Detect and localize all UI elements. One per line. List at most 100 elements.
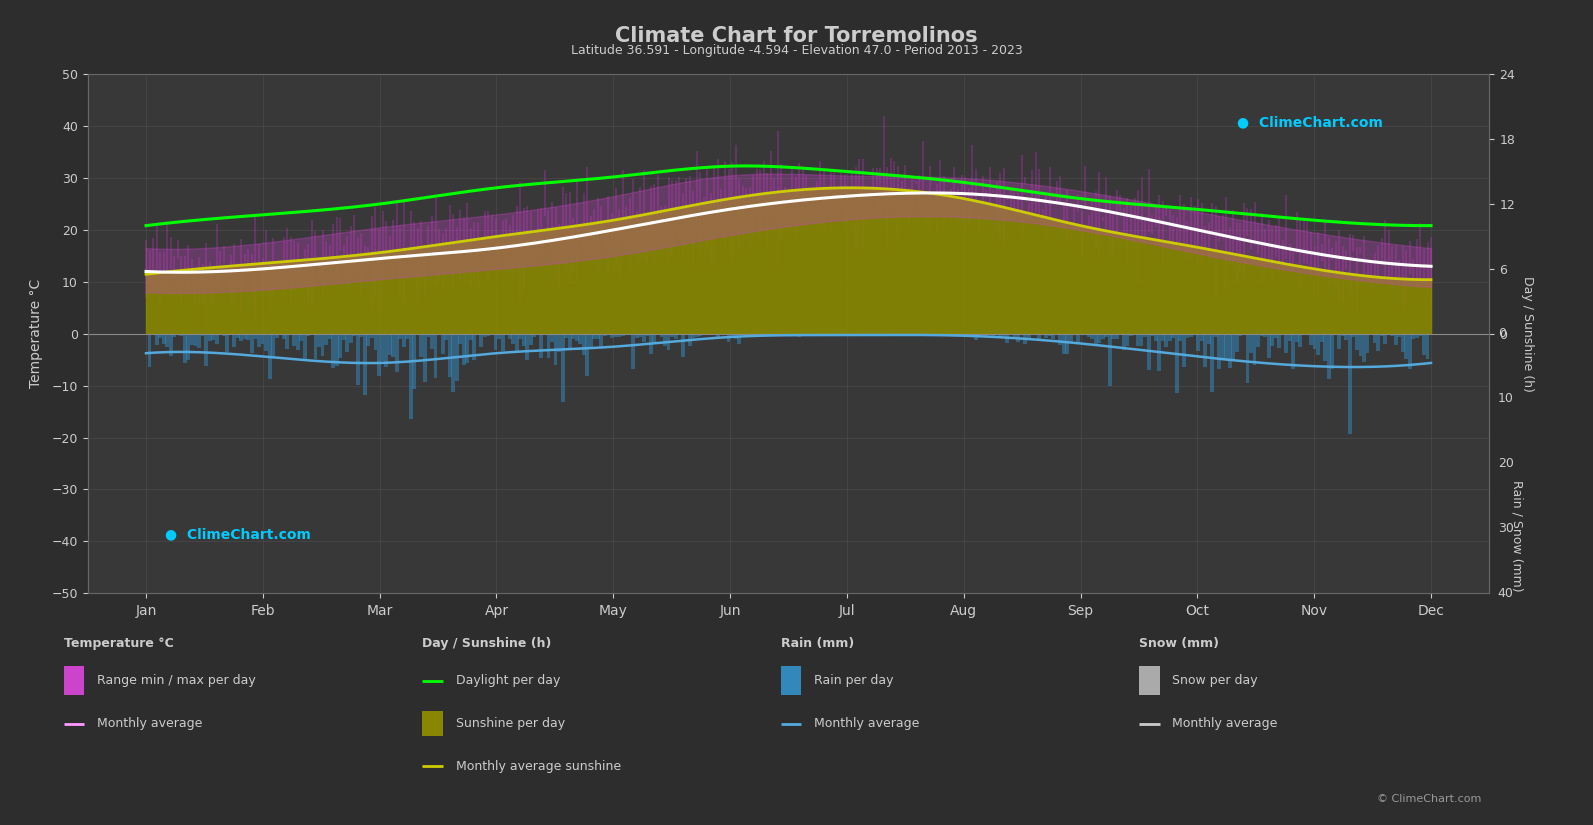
Bar <box>1418 334 1423 336</box>
Bar <box>1157 334 1161 370</box>
Bar <box>207 334 212 341</box>
Bar <box>1118 334 1123 336</box>
Bar <box>1220 334 1225 361</box>
Bar <box>738 334 741 344</box>
Bar <box>473 334 476 361</box>
Bar <box>1129 334 1133 337</box>
Bar <box>1231 334 1235 361</box>
Bar <box>1274 334 1278 338</box>
Bar <box>1319 334 1324 342</box>
Text: Snow (mm): Snow (mm) <box>1139 637 1219 650</box>
Bar <box>1203 334 1207 366</box>
Bar <box>801 334 804 336</box>
Bar <box>1365 334 1370 353</box>
Bar <box>730 334 734 338</box>
Bar <box>1423 334 1426 355</box>
Text: Temperature °C: Temperature °C <box>64 637 174 650</box>
Bar <box>581 334 586 355</box>
Bar <box>946 334 949 335</box>
Bar <box>503 334 508 335</box>
Bar <box>639 334 642 337</box>
Bar <box>204 334 209 366</box>
Text: Monthly average sunshine: Monthly average sunshine <box>456 760 621 773</box>
Bar <box>1373 334 1376 343</box>
Bar <box>468 334 473 340</box>
Bar <box>889 334 892 335</box>
Bar <box>378 334 381 376</box>
Bar <box>198 334 201 348</box>
Text: Snow per day: Snow per day <box>1172 674 1258 687</box>
Bar <box>1309 334 1313 345</box>
Bar <box>508 334 511 338</box>
Bar <box>865 334 868 335</box>
Bar <box>1051 334 1055 338</box>
Bar <box>1415 334 1419 337</box>
Bar <box>1228 334 1231 368</box>
Bar <box>648 334 653 355</box>
Bar <box>1383 334 1388 344</box>
Bar <box>413 334 416 389</box>
Bar <box>387 334 392 356</box>
Bar <box>564 334 569 338</box>
Bar <box>261 334 264 344</box>
Bar <box>454 334 459 381</box>
Bar <box>1341 334 1344 337</box>
Bar <box>483 334 487 337</box>
Bar <box>988 334 992 335</box>
Bar <box>1147 334 1150 370</box>
Bar <box>970 334 973 335</box>
Bar <box>405 334 409 338</box>
Bar <box>1356 334 1359 350</box>
Bar <box>381 334 384 361</box>
Bar <box>1086 334 1091 337</box>
Bar <box>1077 334 1080 343</box>
Bar <box>1333 334 1338 335</box>
Bar <box>653 334 656 344</box>
Text: 10: 10 <box>1497 392 1513 405</box>
Bar <box>1069 334 1074 342</box>
Bar <box>1351 334 1356 337</box>
Bar <box>752 334 755 336</box>
Bar <box>900 334 903 335</box>
Bar <box>924 334 929 336</box>
Bar <box>671 334 674 337</box>
Bar <box>715 334 720 338</box>
Bar <box>1380 334 1384 336</box>
Bar <box>419 334 424 356</box>
Bar <box>479 334 483 347</box>
Bar <box>585 334 589 376</box>
Bar <box>366 334 370 346</box>
Bar <box>427 334 430 337</box>
Bar <box>430 334 433 349</box>
Bar <box>338 334 342 357</box>
Bar <box>631 334 636 369</box>
Bar <box>956 334 961 336</box>
Bar <box>1104 334 1109 337</box>
Bar <box>572 334 575 339</box>
Text: Rain (mm): Rain (mm) <box>781 637 854 650</box>
Bar <box>1362 334 1365 362</box>
Bar <box>497 334 500 339</box>
Text: 30: 30 <box>1497 522 1513 535</box>
Bar <box>282 334 285 339</box>
Bar <box>769 334 773 335</box>
Bar <box>680 334 685 356</box>
Bar <box>1185 334 1190 337</box>
Bar <box>959 334 964 335</box>
Bar <box>793 334 798 336</box>
Bar <box>342 334 346 340</box>
Bar <box>973 334 978 340</box>
Bar <box>578 334 581 344</box>
Bar <box>299 334 303 342</box>
Bar <box>247 334 250 341</box>
Bar <box>1359 334 1362 356</box>
Bar <box>851 334 854 336</box>
Bar <box>1101 334 1104 339</box>
Bar <box>892 334 897 335</box>
Bar <box>621 334 624 336</box>
Bar <box>540 334 543 357</box>
Bar <box>804 334 808 335</box>
Bar <box>660 334 663 337</box>
Bar <box>1002 334 1005 336</box>
Bar <box>1298 334 1303 347</box>
